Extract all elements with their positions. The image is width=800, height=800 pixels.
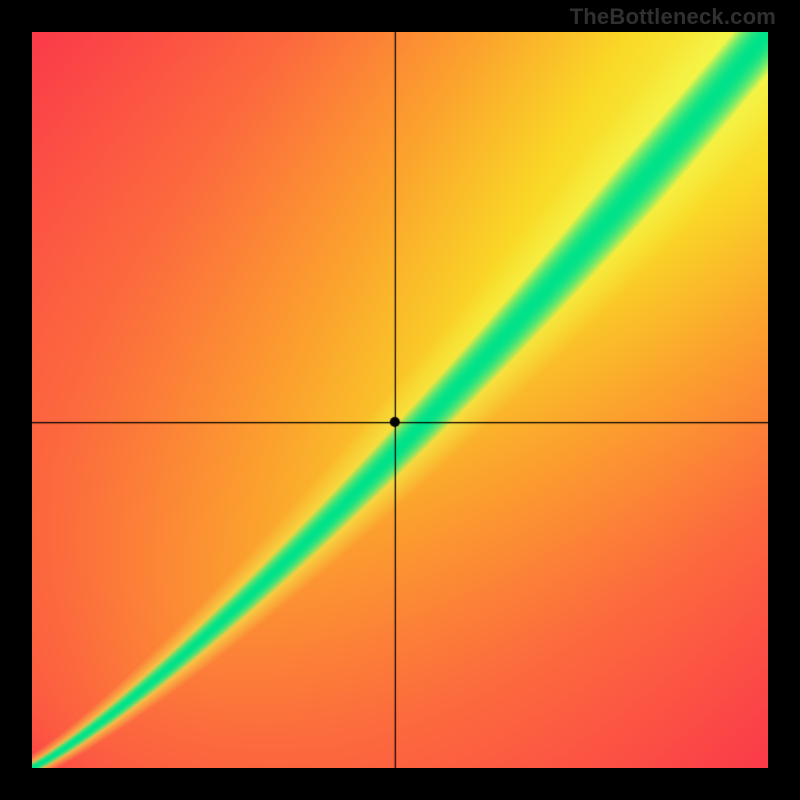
attribution-text: TheBottleneck.com [570,4,776,30]
bottleneck-heatmap [32,32,768,768]
